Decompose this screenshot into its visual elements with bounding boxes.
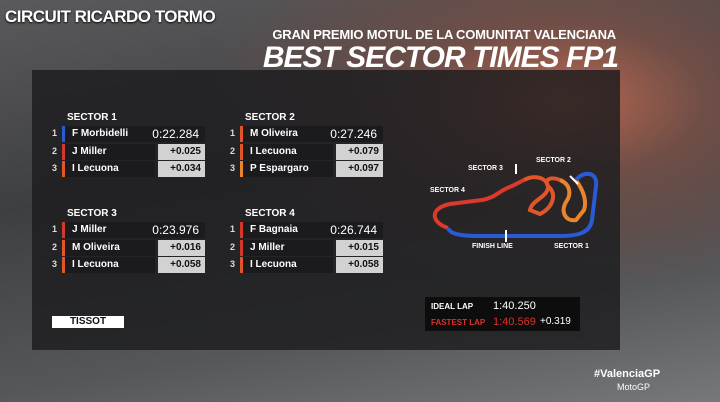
rider-name: I Lecuona (72, 259, 119, 270)
result-row: 2 J Miller +0.025 (52, 143, 207, 160)
sector-title: SECTOR 4 (245, 208, 295, 219)
ideal-time: 1:40.250 (493, 300, 536, 312)
rider: M Oliveira 0:27.246 (240, 126, 383, 142)
rider: J Miller 0:23.976 (62, 222, 205, 238)
result-row: 3 I Lecuona +0.034 (52, 161, 207, 177)
result-row: 1 J Miller 0:23.976 (52, 222, 207, 238)
best-time: 0:22.284 (152, 127, 199, 141)
gap-time: +0.058 (158, 257, 205, 273)
gap-time: +0.015 (336, 239, 383, 256)
track-label: SECTOR 4 (430, 187, 465, 194)
rider: J Miller (240, 239, 333, 256)
rider: I Lecuona (240, 143, 333, 160)
position: 3 (230, 163, 236, 173)
track-sector-4 (432, 178, 525, 230)
result-row: 3 I Lecuona +0.058 (52, 257, 207, 273)
sponsor-logo: TISSOT (52, 316, 124, 328)
hashtag: #ValenciaGP (594, 368, 661, 380)
track-sector-1 (446, 171, 599, 238)
ideal-label: IDEAL LAP (431, 302, 474, 311)
position: 3 (230, 259, 236, 269)
circuit-name: CIRCUIT RICARDO TORMO (5, 7, 216, 26)
brand: MotoGP (617, 382, 651, 392)
track-label: SECTOR 3 (468, 165, 503, 172)
track-map: SECTOR 3 SECTOR 2 SECTOR 4 FINISH LINE S… (430, 157, 599, 250)
rider-name: I Lecuona (250, 145, 297, 157)
rider-name: J Miller (72, 145, 107, 157)
rider-name: J Miller (250, 241, 285, 253)
fastest-label: FASTEST LAP (431, 318, 486, 327)
position: 2 (52, 145, 58, 156)
fastest-time: 1:40.569 (493, 316, 536, 328)
track-label: FINISH LINE (472, 243, 513, 250)
track-label: SECTOR 2 (536, 157, 571, 164)
rider-name: I Lecuona (72, 163, 119, 174)
position: 1 (230, 128, 236, 138)
position: 1 (52, 128, 58, 138)
position: 1 (230, 224, 236, 234)
best-time: 0:23.976 (152, 223, 199, 237)
gap-time: +0.058 (336, 257, 383, 273)
result-row: 3 I Lecuona +0.058 (230, 257, 385, 273)
gap-time: +0.079 (336, 143, 383, 160)
rider: P Espargaro (240, 161, 333, 177)
result-row: 2 I Lecuona +0.079 (230, 143, 385, 160)
lap-box: IDEAL LAP 1:40.250 FASTEST LAP 1:40.569 … (425, 297, 580, 331)
rider-name: I Lecuona (250, 259, 297, 270)
track-sector-2 (559, 178, 587, 223)
event-name: GRAN PREMIO MOTUL DE LA COMUNITAT VALENC… (272, 27, 616, 42)
marker (569, 175, 579, 185)
sector-title: SECTOR 3 (67, 208, 117, 219)
position: 3 (52, 163, 58, 173)
result-row: 1 F Bagnaia 0:26.744 (230, 222, 385, 238)
rider: I Lecuona (62, 257, 155, 273)
gap-time: +0.034 (158, 161, 205, 177)
result-row: 3 P Espargaro +0.097 (230, 161, 385, 177)
rider-name: M Oliveira (72, 241, 120, 253)
rider-name: F Bagnaia (250, 224, 298, 235)
rider: J Miller (62, 143, 155, 160)
position: 1 (52, 224, 58, 234)
position: 3 (52, 259, 58, 269)
rider: F Morbidelli 0:22.284 (62, 126, 205, 142)
track-label: SECTOR 1 (554, 243, 589, 250)
rider: I Lecuona (62, 161, 155, 177)
rider-name: F Morbidelli (72, 128, 129, 139)
rider-name: P Espargaro (250, 163, 309, 174)
rider-name: J Miller (72, 224, 107, 235)
gap-time: +0.025 (158, 143, 205, 160)
best-time: 0:27.246 (330, 127, 377, 141)
position: 2 (230, 241, 236, 252)
sector-title: SECTOR 1 (67, 112, 117, 123)
gap-time: +0.097 (336, 161, 383, 177)
result-row: 2 J Miller +0.015 (230, 239, 385, 256)
result-row: 1 M Oliveira 0:27.246 (230, 126, 385, 142)
gap-time: +0.016 (158, 239, 205, 256)
graphic-title: BEST SECTOR TIMES FP1 (262, 41, 619, 74)
rider-name: M Oliveira (250, 128, 298, 139)
track-sector-3 (523, 175, 561, 217)
best-time: 0:26.744 (330, 223, 377, 237)
rider: F Bagnaia 0:26.744 (240, 222, 383, 238)
rider: I Lecuona (240, 257, 333, 273)
fastest-gap: +0.319 (540, 316, 571, 327)
rider: M Oliveira (62, 239, 155, 256)
sector-title: SECTOR 2 (245, 112, 295, 123)
result-row: 1 F Morbidelli 0:22.284 (52, 126, 207, 142)
position: 2 (230, 145, 236, 156)
position: 2 (52, 241, 58, 252)
result-row: 2 M Oliveira +0.016 (52, 239, 207, 256)
